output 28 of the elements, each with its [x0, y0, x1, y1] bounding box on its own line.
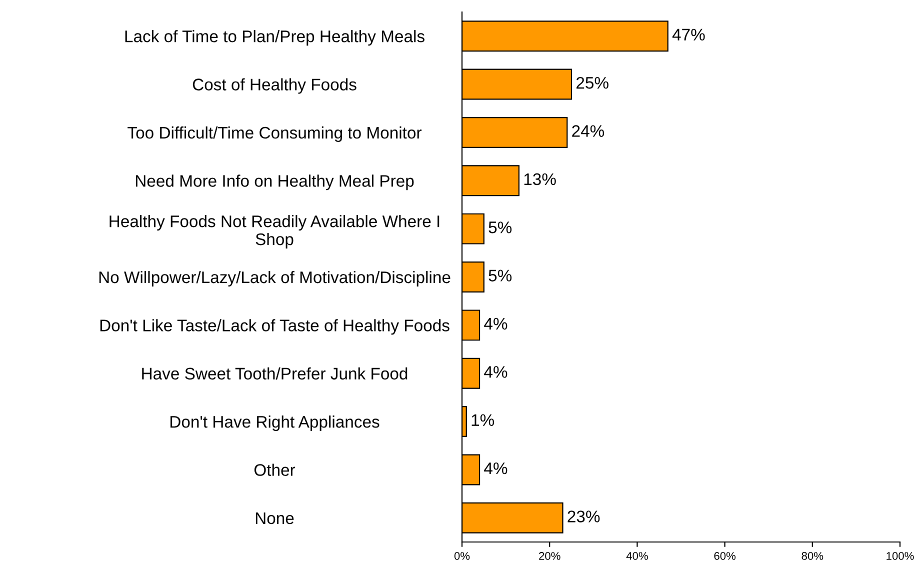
y-tick-label: Too Difficult/Time Consuming to Monitor	[128, 126, 422, 142]
data-label: 23%	[568, 510, 600, 522]
y-tick-label: Cost of Healthy Foods	[192, 78, 356, 94]
x-tick-label: 80%	[802, 552, 824, 560]
x-tick-label: 60%	[714, 552, 736, 560]
y-tick-label: Have Sweet Tooth/Prefer Junk Food	[142, 367, 408, 380]
data-label: 47%	[672, 28, 705, 40]
y-tick-label: None	[256, 512, 294, 524]
data-label: 5%	[488, 270, 512, 282]
y-tick-label: No Willpower/Lazy/Lack of Motivation/Discipline	[99, 270, 450, 286]
data-label: 4%	[484, 462, 508, 474]
data-label: 25%	[576, 76, 608, 89]
data-label: 1%	[472, 414, 494, 426]
y-tick-label: Lack of Time to Plan/Prep Healthy Meals	[125, 30, 424, 46]
y-tick-label: Don't Like Taste/Lack of Taste of Healthy Foods	[100, 319, 450, 335]
y-tick-label: Need More Info on Healthy Meal Prep	[136, 174, 414, 190]
data-label: 24%	[572, 125, 604, 137]
x-tick-label: 20%	[539, 552, 560, 560]
data-label: 5%	[488, 222, 512, 234]
x-tick-label: 40%	[626, 552, 648, 560]
data-label: 4%	[484, 318, 508, 330]
x-tick-label: 100%	[886, 552, 914, 560]
y-tick-label: Don't Have Right Appliances	[170, 416, 380, 432]
y-tick-label: Healthy Foods Not Readily Available Where I Shop	[110, 215, 440, 248]
data-label: 13%	[524, 173, 556, 186]
x-tick-label: 0%	[454, 552, 470, 560]
y-tick-label: Other	[254, 464, 296, 476]
data-label: 4%	[484, 366, 508, 378]
